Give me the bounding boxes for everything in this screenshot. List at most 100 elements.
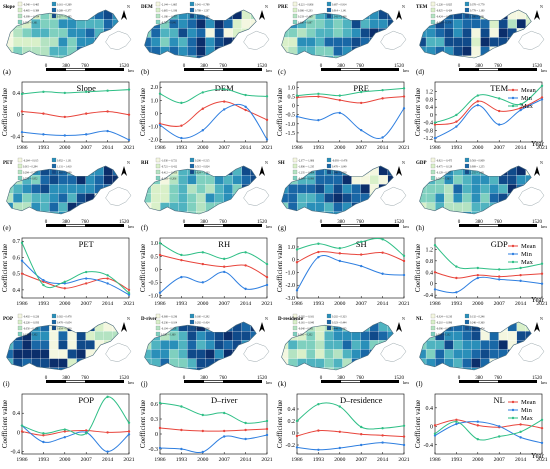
map-cell xyxy=(296,28,307,39)
data-point-min xyxy=(201,129,204,132)
legend-marker xyxy=(511,416,515,420)
map-cell xyxy=(6,10,14,20)
map-cell xyxy=(426,65,436,75)
map-cell xyxy=(67,349,78,360)
map-cell xyxy=(462,193,473,204)
legend-range: 0.378 ~ 0.779 xyxy=(470,4,485,7)
x-tick-label: 1986 xyxy=(429,301,440,307)
data-point-min xyxy=(476,276,479,280)
data-point-min xyxy=(498,278,501,281)
scale-tick-label: 760 xyxy=(494,220,502,225)
map-cell xyxy=(369,46,380,57)
legend-range: -0.475 ~ -0.129 xyxy=(436,166,453,169)
data-point-max xyxy=(180,101,183,105)
data-point-max xyxy=(20,424,24,427)
scale-tick-label: 380 xyxy=(337,376,345,381)
y-tick-label: 0 xyxy=(292,258,295,264)
data-point-mean xyxy=(455,276,458,280)
map-outline xyxy=(281,321,394,371)
map-cell xyxy=(471,330,482,342)
legend-range: 0.789 ~ 1.537 xyxy=(195,10,210,13)
map-cell xyxy=(223,340,234,351)
data-point-mean xyxy=(85,112,88,115)
map-cell xyxy=(288,377,298,387)
legend-swatch xyxy=(17,1,23,7)
map-cell xyxy=(444,349,455,360)
legend-range: -0.103 ~ 0.206 xyxy=(161,178,177,181)
map-cell xyxy=(31,55,42,58)
legend-swatch xyxy=(17,169,23,175)
x-tick-label: 2007 xyxy=(494,145,505,151)
scale-unit: km xyxy=(541,224,547,229)
legend-swatch xyxy=(17,325,23,331)
map-variable-label: RH xyxy=(141,161,149,166)
scale-tick-label: 760 xyxy=(494,64,502,69)
data-point-min xyxy=(381,136,384,139)
map-cell xyxy=(471,28,482,39)
map-cell xyxy=(260,175,270,185)
map-cell xyxy=(6,37,14,48)
map-cell xyxy=(462,174,473,186)
x-axis-label: Year xyxy=(531,452,545,460)
map-cell xyxy=(187,18,198,30)
data-point-min xyxy=(158,446,162,450)
map-cell xyxy=(369,166,380,176)
map-panel-8: -0.821 ~ -0.475 -0.475 ~ -0.129 -0.129 ~ 0… xyxy=(416,157,547,232)
data-point-mean xyxy=(85,282,88,285)
map-cell xyxy=(471,340,482,351)
map-cell xyxy=(397,331,407,341)
map-outline xyxy=(281,9,394,59)
map-cell xyxy=(444,211,455,214)
series-line-max xyxy=(21,396,130,436)
series-line-max xyxy=(296,402,405,430)
map-cell xyxy=(144,330,152,342)
map-cell xyxy=(40,46,51,57)
legend-swatch xyxy=(292,325,298,331)
map-cell xyxy=(369,174,380,186)
x-tick-label: 2014 xyxy=(102,457,113,463)
legend-swatch xyxy=(292,1,298,7)
chart-7: SH -3.0 -2.0 -1.0 0 1.0 1986 1993 2000 2007 2014 20… xyxy=(276,237,410,307)
map-cell xyxy=(232,358,243,369)
map-cell xyxy=(205,28,216,39)
map-cell xyxy=(306,65,316,75)
y-axis-label: Coefficient value xyxy=(276,88,284,136)
map-cell xyxy=(67,330,78,342)
data-point-min xyxy=(360,264,363,268)
map-cell xyxy=(306,377,316,387)
map-cell xyxy=(369,55,380,58)
map-cell xyxy=(498,174,509,186)
map-cell xyxy=(85,18,96,30)
data-point-min xyxy=(433,288,437,291)
data-point-min xyxy=(540,98,544,101)
map-cell xyxy=(232,340,243,351)
map-cell xyxy=(76,322,87,332)
north-arrow-icon xyxy=(534,10,540,20)
data-point-mean xyxy=(158,253,162,257)
data-point-mean xyxy=(338,252,341,255)
map-cell xyxy=(360,358,371,369)
map-cell xyxy=(150,211,161,214)
data-point-max xyxy=(201,91,204,94)
map-cell xyxy=(306,211,317,214)
legend-range: -2.144 ~ -1.665 xyxy=(161,4,178,7)
map-cell xyxy=(178,322,189,332)
map-cell xyxy=(21,37,32,48)
map-cell xyxy=(507,10,518,20)
map-cell xyxy=(232,367,243,370)
map-cell xyxy=(232,174,243,186)
data-point-max xyxy=(180,405,183,408)
series-line-mean xyxy=(159,101,268,127)
map-cell xyxy=(535,331,545,341)
map-cell xyxy=(6,55,14,58)
legend-range: 0.081 ~ 0.202 xyxy=(298,334,313,337)
map-cell xyxy=(369,367,380,370)
north-label: N xyxy=(265,4,268,9)
map-cell xyxy=(58,330,69,342)
data-point-mean xyxy=(265,275,269,279)
map-cell xyxy=(144,367,152,370)
scale-tick-label: 1520 xyxy=(257,64,268,69)
map-cell xyxy=(369,340,380,351)
map-cell xyxy=(40,202,51,213)
legend-swatch xyxy=(292,19,298,25)
